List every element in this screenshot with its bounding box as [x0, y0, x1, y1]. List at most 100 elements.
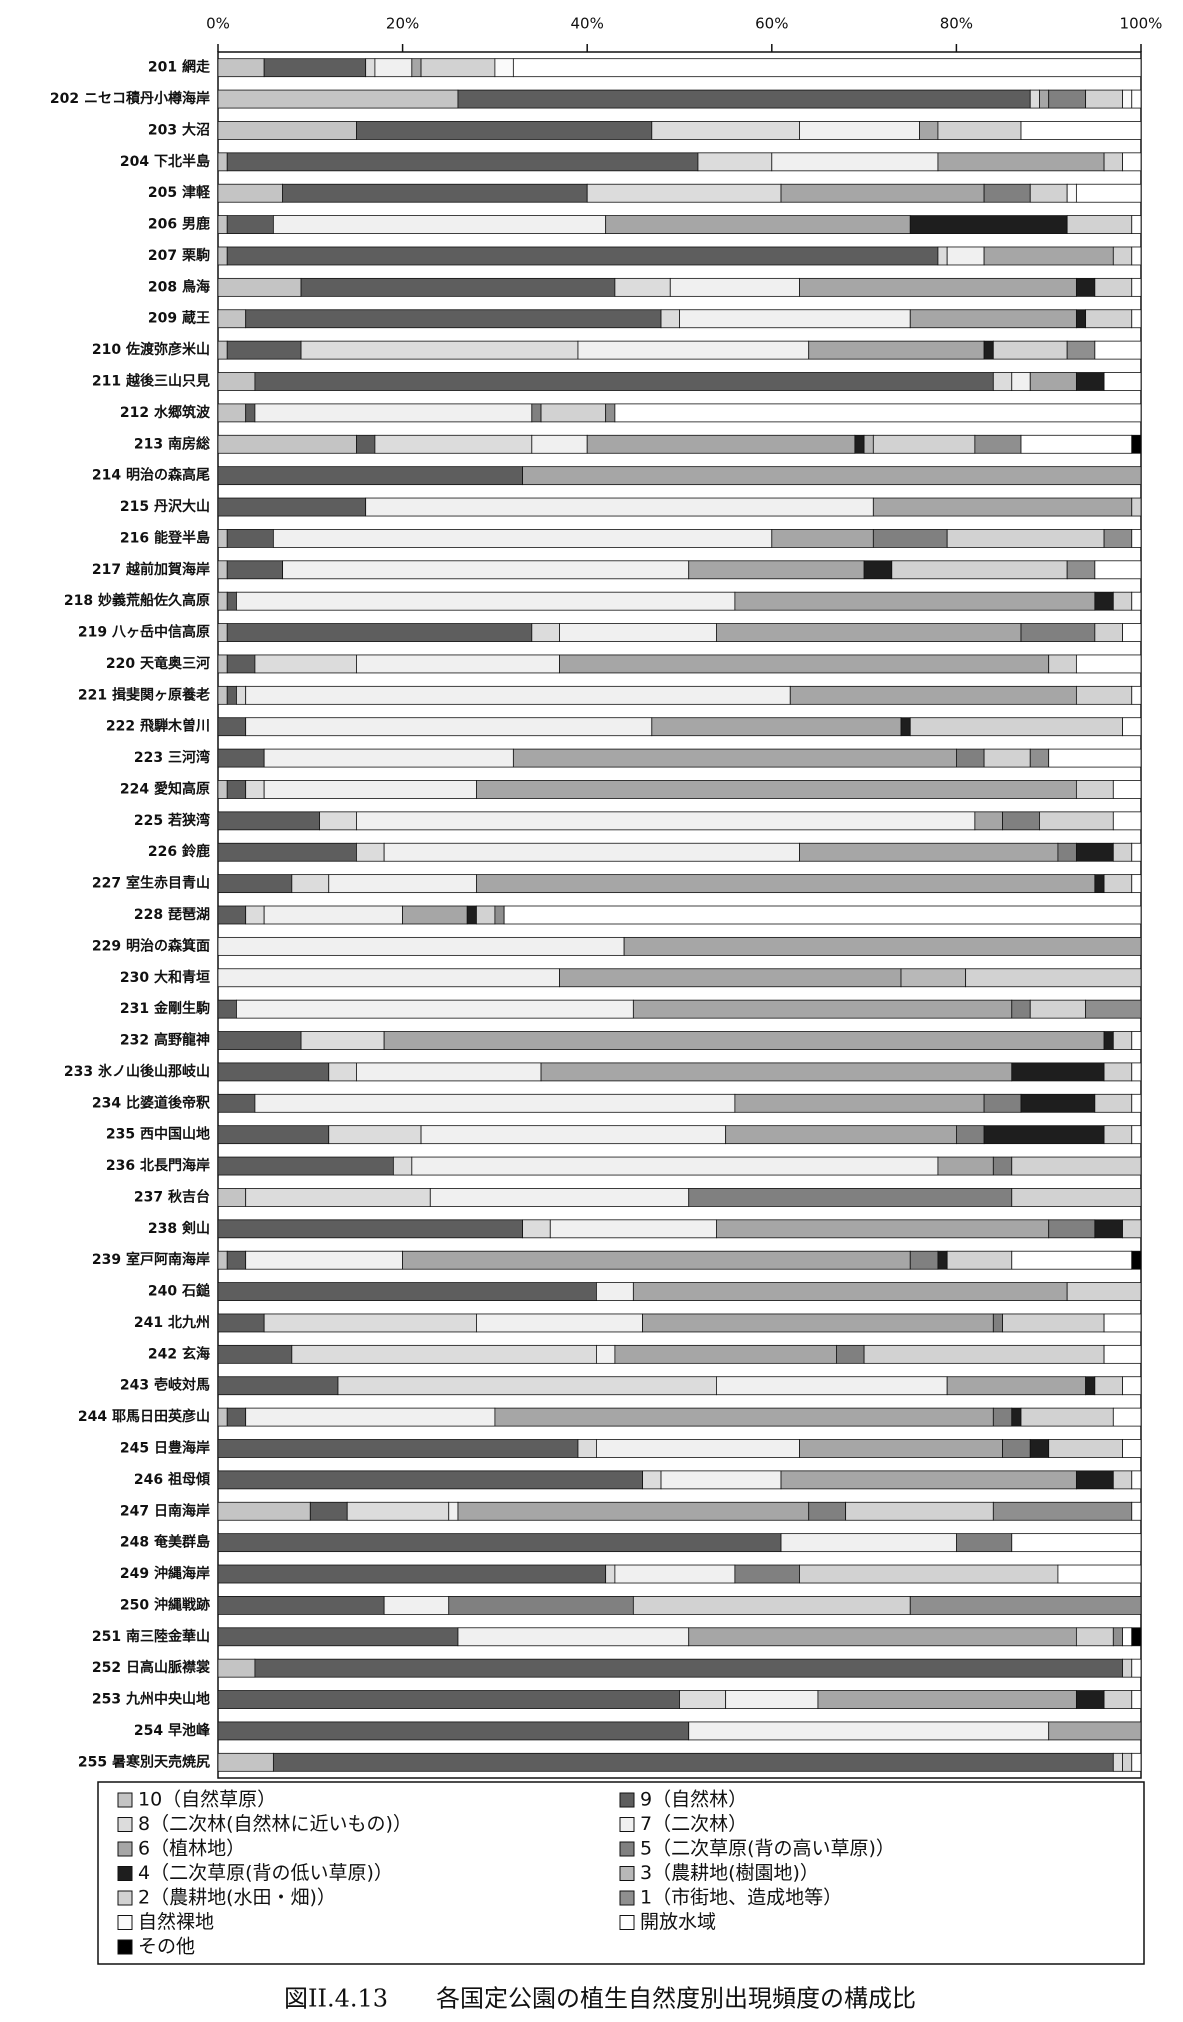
bar-segment	[217, 309, 247, 329]
bar-segment	[1085, 89, 1123, 109]
bar-segment	[1075, 1470, 1114, 1490]
bar-segment	[1131, 89, 1142, 109]
bar-segment	[1131, 277, 1142, 297]
bar-segment	[780, 183, 985, 203]
bar-segment	[1011, 1062, 1105, 1082]
bar-segment	[217, 654, 228, 674]
bar-segment	[614, 403, 1142, 423]
bar-segment	[992, 372, 1013, 391]
bar-segment	[448, 1501, 459, 1521]
bar-segment	[540, 1062, 1013, 1082]
bar-segment	[623, 936, 1142, 956]
bar-segment	[217, 1125, 330, 1145]
bar-segment	[1122, 1658, 1133, 1678]
y-tick-label: 250 沖縄戦跡	[120, 1596, 210, 1613]
bar-segment	[226, 215, 274, 235]
bar-segment	[725, 1125, 957, 1145]
bar-segment	[217, 685, 228, 705]
bar-segment	[817, 1690, 1077, 1709]
bar-segment	[217, 780, 228, 799]
bar-segment	[1066, 215, 1133, 235]
legend-label: その他	[138, 1936, 195, 1958]
bar-segment	[476, 780, 1077, 799]
bar-segment	[789, 685, 1077, 705]
bar-segment	[217, 277, 302, 297]
bar-segment	[309, 1501, 348, 1521]
y-tick-label: 245 日豊海岸	[120, 1439, 210, 1456]
bar-segment	[226, 529, 274, 548]
bar-segment	[1020, 1093, 1096, 1113]
bar-segment	[245, 309, 662, 329]
bar-segment	[217, 89, 459, 109]
bar-segment	[1048, 1721, 1142, 1741]
bar-segment	[1075, 372, 1105, 391]
bar-segment	[1094, 560, 1142, 580]
bar-segment	[226, 560, 284, 580]
bar-segment	[1112, 591, 1133, 611]
bar-segment	[632, 1282, 1068, 1301]
bar-segment	[356, 121, 653, 140]
bar-segment	[1029, 748, 1050, 768]
bar-segment	[217, 183, 284, 203]
bar-segment	[1112, 811, 1142, 831]
bar-segment	[1029, 89, 1040, 109]
bar-segment	[226, 152, 699, 172]
y-tick-label: 224 愛知高原	[120, 780, 210, 797]
bar-segment	[245, 780, 265, 799]
bar-segment	[863, 1344, 1105, 1364]
bar-segment	[300, 1031, 385, 1050]
bar-segment	[263, 58, 367, 78]
bar-segment	[531, 434, 588, 454]
bar-segment	[263, 780, 477, 799]
bar-segment	[909, 309, 1077, 329]
bar-segment	[254, 654, 357, 674]
bar-segment	[512, 58, 1142, 78]
bar-segment	[919, 121, 939, 140]
y-tick-label: 203 大沼	[148, 121, 210, 138]
legend-label: 1（市街地、造成地等）	[640, 1887, 842, 1909]
bar-segment	[254, 1658, 1123, 1678]
bar-segment	[1066, 183, 1077, 203]
bar-segment	[217, 1219, 523, 1239]
bar-segment	[337, 1376, 717, 1396]
bar-segment	[909, 1596, 1142, 1615]
legend-label: 7（二次林）	[640, 1813, 747, 1835]
bar-segment	[226, 654, 256, 674]
bar-segment	[1122, 623, 1142, 642]
bar-segment	[356, 434, 376, 454]
bar-segment	[217, 936, 625, 956]
y-tick-label: 213 南房総	[134, 435, 210, 452]
bar-segment	[688, 1188, 1013, 1207]
bar-segment	[1122, 1439, 1142, 1458]
bar-segment	[217, 1282, 597, 1301]
bar-segment	[1122, 1752, 1133, 1772]
bar-segment	[845, 1501, 994, 1521]
bar-segment	[263, 905, 403, 925]
bar-segment	[356, 842, 385, 862]
legend-label: 3（農耕地(樹園地)）	[640, 1862, 819, 1884]
bar-segment	[660, 1470, 782, 1490]
bar-segment	[383, 842, 800, 862]
legend-label: 9（自然林）	[640, 1789, 747, 1811]
bar-segment	[1112, 842, 1133, 862]
bar-segment	[1131, 1031, 1142, 1050]
bar-segment	[217, 529, 228, 548]
y-tick-label: 227 室生赤目青山	[92, 875, 210, 892]
bar-segment	[226, 340, 302, 360]
bar-segment	[217, 403, 247, 423]
bar-segment	[1103, 152, 1123, 172]
y-tick-label: 214 明治の森高尾	[92, 467, 210, 484]
bar-segment	[1131, 591, 1142, 611]
bar-segment	[614, 1344, 837, 1364]
chart-title: 図II.4.13 各国定公園の植生自然度別出現頻度の構成比	[284, 1985, 916, 2013]
y-tick-label: 249 沖縄海岸	[120, 1565, 210, 1582]
y-tick-label: 243 壱岐対馬	[120, 1377, 210, 1394]
bar-segment	[448, 1596, 634, 1615]
bar-segment	[1131, 1690, 1142, 1709]
legend-label: 2（農耕地(水田・畑)）	[138, 1887, 336, 1909]
bar-segment	[909, 215, 1068, 235]
bar-segment	[1075, 780, 1114, 799]
bar-segment	[679, 1690, 727, 1709]
bar-segment	[236, 591, 736, 611]
bar-segment	[217, 623, 228, 642]
